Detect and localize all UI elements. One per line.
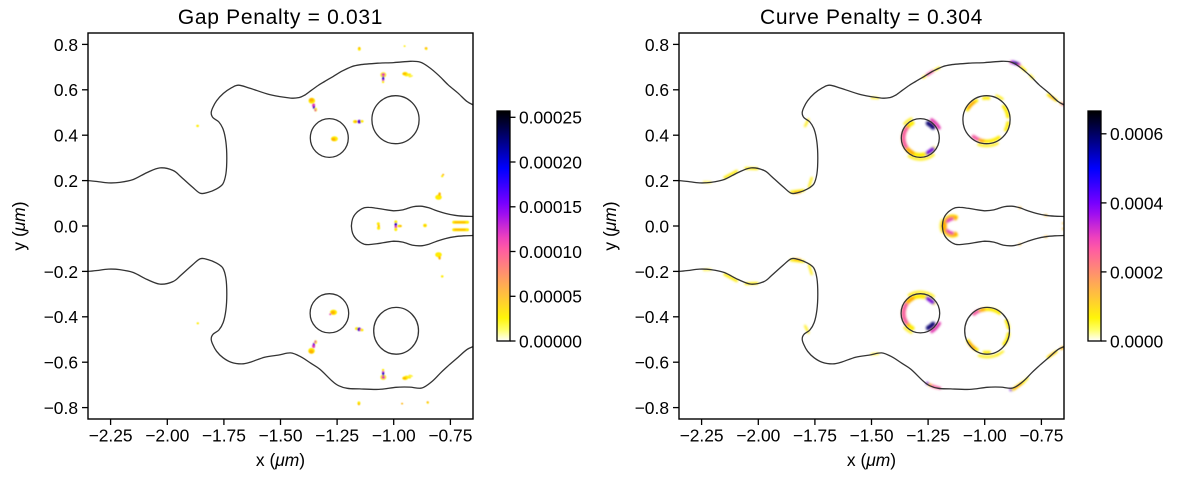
- svg-text:−0.4: −0.4: [44, 307, 79, 327]
- svg-text:Curve Penalty = 0.304: Curve Penalty = 0.304: [760, 6, 983, 29]
- svg-text:y (μm): y (μm): [9, 201, 29, 250]
- svg-text:0.00025: 0.00025: [519, 108, 582, 128]
- svg-text:0.0: 0.0: [54, 216, 78, 236]
- svg-text:−1.50: −1.50: [258, 426, 302, 446]
- svg-text:0.0: 0.0: [645, 216, 669, 236]
- svg-text:−1.25: −1.25: [315, 426, 359, 446]
- svg-text:−0.75: −0.75: [428, 426, 472, 446]
- svg-text:0.0000: 0.0000: [1110, 331, 1163, 351]
- svg-text:−0.4: −0.4: [635, 307, 670, 327]
- svg-text:y (μm): y (μm): [600, 201, 620, 250]
- svg-text:x (μm): x (μm): [847, 450, 896, 470]
- svg-text:−0.6: −0.6: [44, 353, 78, 373]
- svg-text:Gap Penalty = 0.031: Gap Penalty = 0.031: [178, 6, 383, 29]
- svg-text:0.4: 0.4: [645, 126, 670, 146]
- svg-text:−2.00: −2.00: [145, 426, 189, 446]
- svg-text:0.4: 0.4: [54, 126, 79, 146]
- svg-text:−2.00: −2.00: [736, 426, 780, 446]
- svg-text:−2.25: −2.25: [89, 426, 133, 446]
- svg-text:−0.2: −0.2: [44, 262, 78, 282]
- svg-text:−0.2: −0.2: [635, 262, 669, 282]
- svg-text:0.00015: 0.00015: [519, 197, 582, 217]
- svg-text:−1.75: −1.75: [793, 426, 837, 446]
- svg-text:0.0006: 0.0006: [1110, 124, 1163, 144]
- svg-text:0.6: 0.6: [54, 80, 78, 100]
- svg-text:−0.8: −0.8: [44, 398, 78, 418]
- svg-text:x (μm): x (μm): [256, 450, 305, 470]
- svg-text:0.0004: 0.0004: [1110, 193, 1164, 213]
- svg-text:−0.75: −0.75: [1019, 426, 1063, 446]
- svg-text:−1.00: −1.00: [372, 426, 416, 446]
- svg-text:0.8: 0.8: [645, 35, 669, 55]
- svg-text:0.00005: 0.00005: [519, 287, 582, 307]
- svg-text:0.6: 0.6: [645, 80, 669, 100]
- svg-text:−1.25: −1.25: [906, 426, 950, 446]
- svg-text:−0.6: −0.6: [635, 353, 669, 373]
- svg-text:−1.50: −1.50: [849, 426, 893, 446]
- svg-text:−0.8: −0.8: [635, 398, 669, 418]
- svg-text:0.2: 0.2: [645, 171, 669, 191]
- svg-text:−2.25: −2.25: [680, 426, 724, 446]
- svg-text:0.2: 0.2: [54, 171, 78, 191]
- svg-text:−1.75: −1.75: [202, 426, 246, 446]
- svg-text:0.00020: 0.00020: [519, 152, 582, 172]
- svg-text:0.00000: 0.00000: [519, 331, 582, 351]
- svg-text:−1.00: −1.00: [963, 426, 1007, 446]
- svg-text:0.0002: 0.0002: [1110, 262, 1163, 282]
- svg-text:0.00010: 0.00010: [519, 242, 582, 262]
- svg-text:0.8: 0.8: [54, 35, 78, 55]
